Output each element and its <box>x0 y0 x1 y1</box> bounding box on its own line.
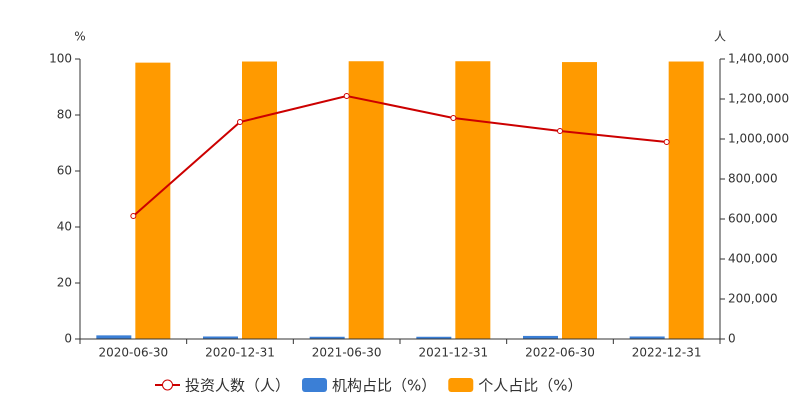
y2-tick-label: 1,400,000 <box>728 52 789 66</box>
legend-swatch <box>302 378 328 392</box>
bar <box>348 61 384 340</box>
y-tick-label: 80 <box>57 108 72 122</box>
line-point <box>343 93 350 99</box>
legend: 投资人数（人） 机构占比（%） 个人占比（%） <box>155 377 583 395</box>
bar <box>242 61 277 340</box>
y2-tick-label: 1,200,000 <box>728 92 789 106</box>
bar <box>309 336 345 339</box>
bar <box>668 61 704 340</box>
y2-tick-label: 200,000 <box>728 292 778 306</box>
y2-tick-label: 0 <box>728 332 736 346</box>
x-tick-label: 2022-12-31 <box>632 346 702 360</box>
y2-tick-label: 1,000,000 <box>728 132 789 146</box>
y-tick-label: 40 <box>57 220 72 234</box>
bar <box>455 61 491 340</box>
y2-tick-label: 400,000 <box>728 252 778 266</box>
y2-unit: 人 <box>714 30 726 44</box>
bar <box>629 336 665 339</box>
y2-tick-label: 600,000 <box>728 212 778 226</box>
bar <box>562 62 597 340</box>
bar <box>96 335 132 339</box>
line-point <box>130 213 137 219</box>
legend-label: 个人占比（%） <box>478 377 582 395</box>
bar <box>135 62 171 339</box>
line-point <box>237 119 243 125</box>
line-point <box>663 139 670 145</box>
y-tick-label: 20 <box>57 276 72 290</box>
bar <box>203 336 238 339</box>
y2-tick-label: 800,000 <box>728 172 778 186</box>
y-unit: % <box>74 30 85 44</box>
bar <box>523 335 558 339</box>
legend-label: 投资人数（人） <box>185 377 290 395</box>
y-tick-label: 100 <box>49 52 72 66</box>
y-tick-label: 60 <box>57 164 72 178</box>
line-point <box>557 128 563 134</box>
legend-swatch <box>162 379 173 391</box>
x-tick-label: 2022-06-30 <box>525 346 595 360</box>
x-tick-label: 2021-06-30 <box>312 346 382 360</box>
x-tick-label: 2021-12-31 <box>418 346 488 360</box>
line-point <box>450 115 457 121</box>
x-tick-label: 2020-06-30 <box>98 346 168 360</box>
legend-label: 机构占比（%） <box>332 377 436 395</box>
x-tick-label: 2020-12-31 <box>205 346 275 360</box>
legend-swatch <box>448 378 474 392</box>
y-tick-label: 0 <box>64 332 72 346</box>
bar <box>416 336 452 339</box>
line <box>132 94 667 217</box>
